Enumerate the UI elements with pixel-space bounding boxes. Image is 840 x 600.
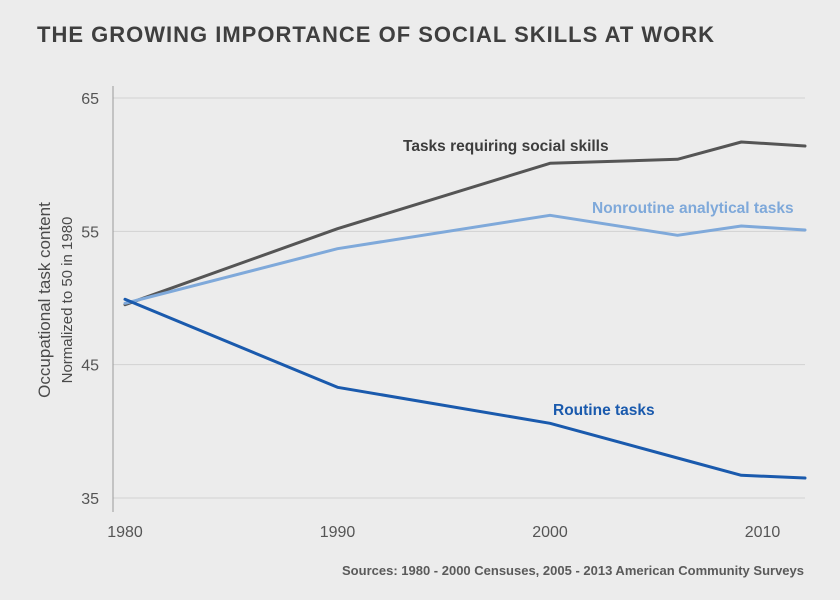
y-tick-label-45: 45: [81, 358, 99, 375]
x-tick-labels: 1980 1990 2000 2010: [107, 524, 780, 541]
y-tick-label-65: 65: [81, 91, 99, 108]
x-tick-label-2010: 2010: [745, 524, 781, 541]
x-tick-label-1990: 1990: [320, 524, 356, 541]
y-tick-label-55: 55: [81, 224, 99, 241]
y-axis-label: Occupational task content: [35, 202, 54, 398]
y-tick-label-35: 35: [81, 491, 99, 508]
y-axis-title: Occupational task content Normalized to …: [35, 202, 76, 398]
series-line-1: [123, 213, 807, 305]
x-tick-label-2000: 2000: [532, 524, 568, 541]
x-tick-label-1980: 1980: [107, 524, 143, 541]
series-labels: Tasks requiring social skills Nonroutine…: [403, 138, 794, 419]
y-axis-sublabel: Normalized to 50 in 1980: [59, 217, 76, 384]
source-note: Sources: 1980 - 2000 Censuses, 2005 - 20…: [342, 563, 804, 578]
gridlines: [113, 97, 805, 499]
series-line-2: [123, 297, 807, 480]
series-label-nonroutine-analytical: Nonroutine analytical tasks: [592, 200, 794, 217]
series-label-routine: Routine tasks: [553, 402, 655, 419]
series-line-0: [123, 140, 807, 307]
y-tick-labels: 35 45 55 65: [81, 91, 99, 508]
series-lines: [123, 140, 807, 480]
series-label-social-skills: Tasks requiring social skills: [403, 138, 609, 155]
chart-title: THE GROWING IMPORTANCE OF SOCIAL SKILLS …: [37, 22, 716, 47]
